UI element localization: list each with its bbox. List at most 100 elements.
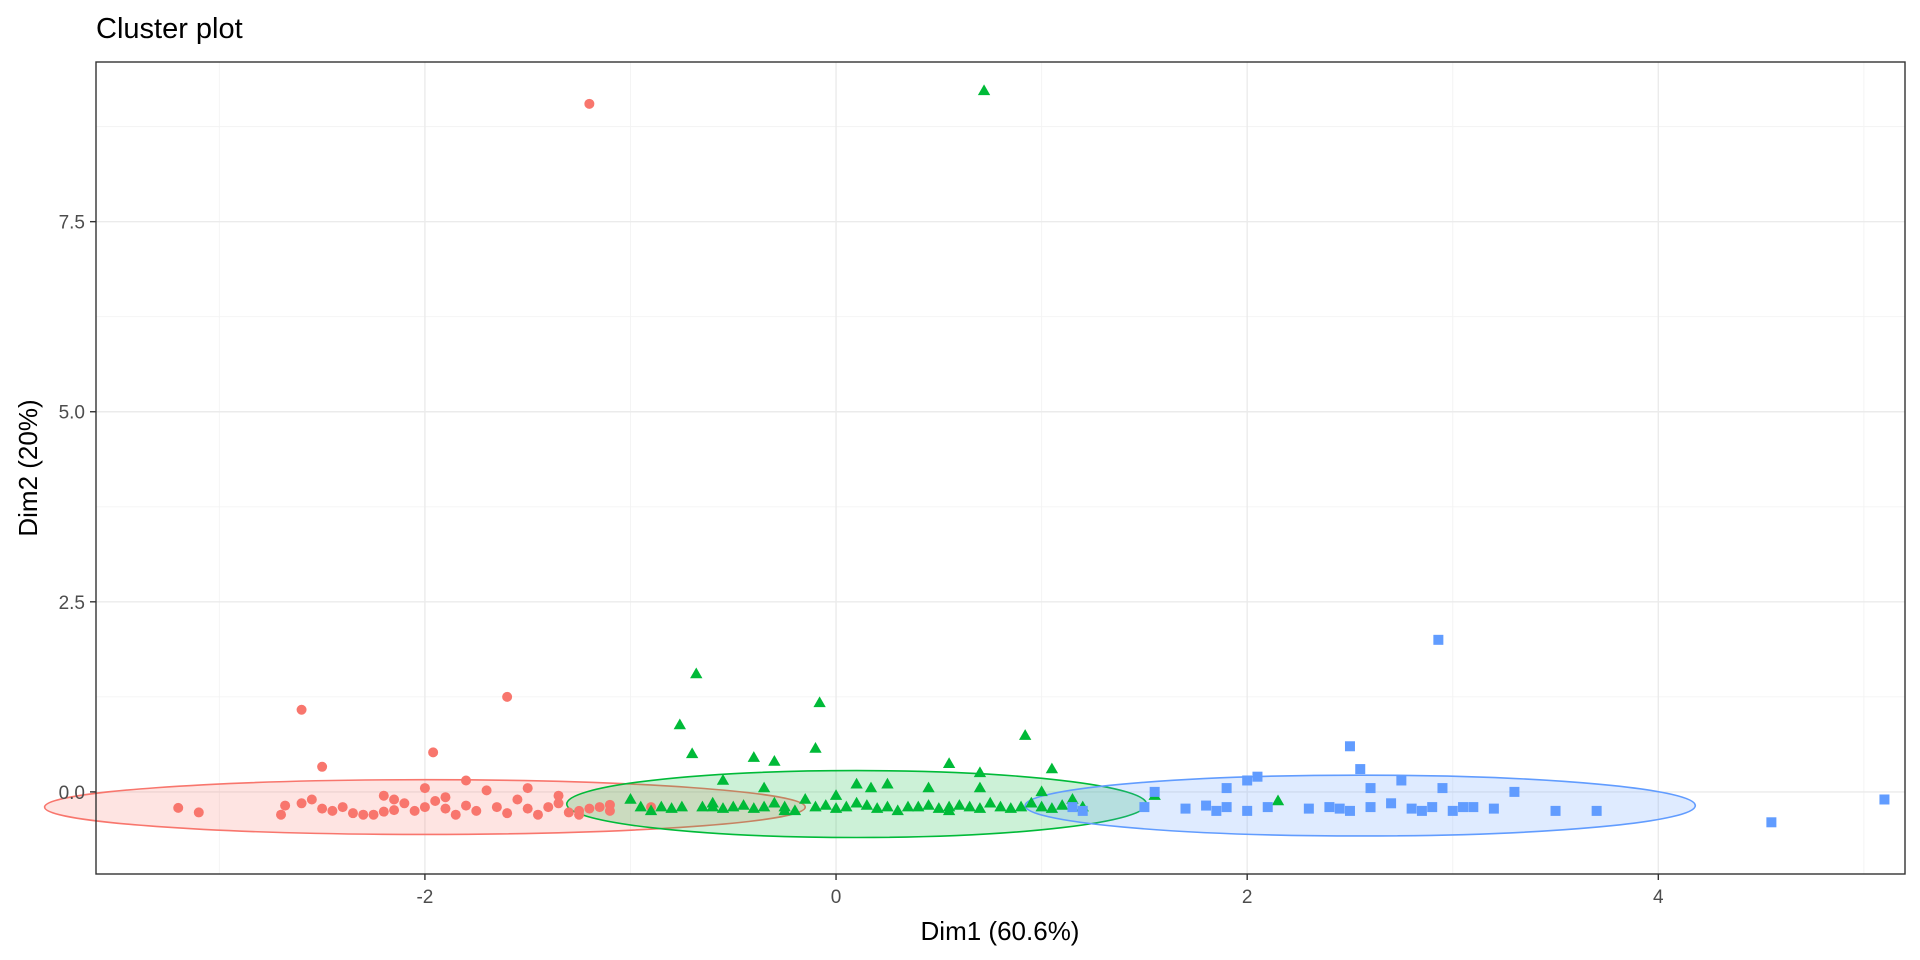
cluster-2-point	[1271, 794, 1285, 806]
cluster-2-point	[1045, 762, 1059, 774]
cluster-1-point	[502, 808, 513, 819]
cluster-2-point	[716, 773, 730, 785]
cluster-1-point	[327, 805, 338, 816]
cluster-2-point	[829, 789, 843, 800]
cluster-2-point	[881, 777, 894, 789]
cluster-1-point	[440, 792, 451, 803]
cluster-3-point	[1077, 805, 1088, 816]
y-tick-label: 2.5	[59, 593, 85, 614]
cluster-3-point	[1447, 805, 1458, 816]
cluster-2-point	[634, 800, 647, 812]
cluster-3-point	[1262, 802, 1273, 813]
cluster-1-point	[430, 796, 441, 807]
cluster-2-point	[870, 802, 884, 813]
cluster-1-point	[399, 798, 410, 809]
cluster-2-point	[829, 802, 843, 813]
cluster-2-point	[1004, 802, 1017, 813]
cluster-3-point	[1324, 802, 1335, 813]
chart-title: Cluster plot	[96, 13, 243, 45]
cluster-1-point	[553, 798, 564, 809]
x-axis-title: Dim1 (60.6%)	[921, 916, 1080, 946]
cluster-2-point	[737, 799, 750, 810]
cluster-1-point	[584, 98, 595, 109]
cluster-2-point	[1055, 799, 1069, 810]
cluster-1-point	[604, 805, 615, 816]
cluster-2-point	[644, 804, 658, 816]
cluster-2-point	[727, 800, 740, 812]
cluster-2-point	[665, 802, 678, 813]
cluster-1-point	[543, 802, 554, 813]
y-axis-title: Dim2 (20%)	[13, 399, 43, 536]
cluster-1-point	[461, 800, 472, 811]
cluster-3-point	[1766, 817, 1777, 828]
cluster-2-point	[942, 804, 956, 816]
cluster-3-point	[1437, 783, 1448, 794]
cluster-2-point	[953, 799, 966, 810]
cluster-2-point	[778, 804, 791, 816]
cluster-2-point	[757, 800, 771, 812]
cluster-2-point	[655, 800, 668, 812]
cluster-2-point	[1035, 785, 1048, 797]
cluster-ellipse-3	[1024, 774, 1697, 837]
cluster-2-point	[973, 766, 987, 778]
cluster-1-point	[574, 809, 585, 820]
cluster-1-point	[512, 794, 523, 805]
cluster-2-point	[768, 754, 781, 766]
cluster-2-point	[901, 800, 915, 812]
cluster-2-point	[799, 792, 812, 804]
cluster-1-point	[428, 747, 439, 758]
plot-grid	[96, 62, 1905, 874]
cluster-1-point	[419, 783, 430, 794]
cluster-3-point	[1386, 798, 1397, 809]
x-tick-label: -2	[416, 887, 433, 908]
cluster-2-point	[840, 800, 853, 812]
cluster-1-point	[296, 704, 307, 715]
cluster-2-point	[1014, 800, 1028, 812]
cluster-2-point	[984, 796, 997, 808]
cluster-1-point	[409, 805, 420, 816]
cluster-3-point	[1427, 802, 1438, 813]
cluster-2-point	[813, 696, 826, 708]
cluster-2-point	[994, 800, 1007, 812]
cluster-3-point	[1242, 775, 1253, 786]
cluster-3-point	[1211, 805, 1222, 816]
cluster-2-point	[881, 800, 894, 812]
cluster-1-point	[280, 800, 291, 811]
cluster-2-point	[690, 667, 703, 679]
cluster-2-point	[850, 796, 863, 808]
data-points	[173, 84, 1890, 828]
cluster-3-point	[1221, 802, 1232, 813]
cluster-2-point	[860, 799, 874, 810]
cluster-3-point	[1201, 800, 1212, 811]
cluster-1-point	[471, 805, 482, 816]
cluster-2-point	[747, 751, 760, 762]
cluster-2-point	[891, 804, 904, 816]
y-tick-label: 0.0	[59, 783, 85, 804]
cluster-1-point	[317, 761, 328, 772]
cluster-2-point	[1025, 796, 1038, 808]
cluster-2-point	[788, 804, 802, 816]
y-tick-label: 5.0	[59, 403, 85, 424]
cluster-1-point	[378, 790, 389, 801]
cluster-3-point	[1344, 741, 1355, 752]
cluster-2-point	[809, 800, 822, 812]
cluster-1-point	[594, 802, 605, 813]
cluster-2-point	[819, 799, 832, 810]
cluster-3-point	[1458, 802, 1469, 813]
cluster-2-point	[757, 781, 771, 793]
cluster-3-point	[1067, 802, 1078, 813]
cluster-2-point	[696, 800, 709, 812]
cluster-2-point	[942, 757, 956, 768]
cluster-2-point	[977, 84, 991, 96]
plot-panel-border	[95, 61, 1906, 875]
cluster-3-point	[1355, 764, 1366, 775]
cluster-3-point	[1149, 786, 1160, 797]
cluster-1-point	[419, 802, 430, 813]
cluster-3-point	[1365, 802, 1376, 813]
cluster-3-point	[1242, 805, 1253, 816]
cluster-2-point	[716, 802, 730, 813]
cluster-3-point	[1180, 803, 1191, 814]
cluster-2-point	[973, 781, 987, 793]
cluster-1-point	[306, 794, 317, 805]
